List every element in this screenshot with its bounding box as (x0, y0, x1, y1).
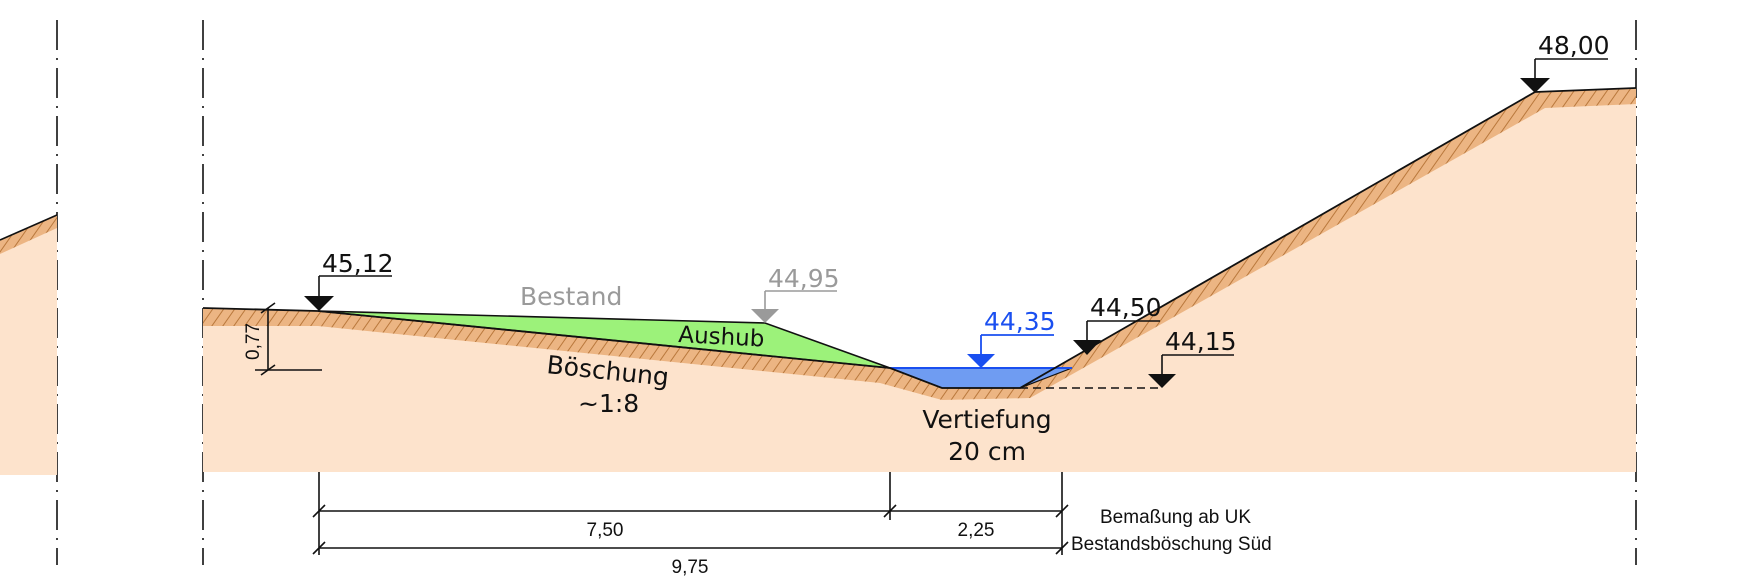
height-dim-tick-bottom (260, 364, 276, 376)
elevation-triangle (304, 296, 334, 311)
elevation-label-water: 44,35 (984, 307, 1056, 336)
dim-tick (883, 504, 897, 518)
note-line-1: Bemaßung ab UK (1100, 507, 1251, 528)
left-partial-ground-line (0, 214, 58, 241)
dim-tick (1055, 504, 1069, 518)
height-dimension (255, 302, 322, 376)
left-partial-section (0, 214, 58, 475)
deepening-label: Vertiefung (922, 405, 1051, 434)
elevation-marker-right-toe: 44,50 (1073, 293, 1162, 355)
elevation-triangle (751, 309, 779, 323)
dimension-label-d2: 2,25 (958, 520, 995, 541)
ground-hatch-band (203, 88, 1636, 400)
dimension-label-d1: 7,50 (587, 520, 624, 541)
elevation-marker-right-top: 48,00 (1520, 31, 1610, 93)
elevation-marker-bottom: 44,15 (1148, 327, 1237, 388)
note-line-2: Bestandsböschung Süd (1071, 534, 1272, 555)
elevation-marker-existing: 44,95 (751, 264, 840, 323)
horizontal-dimensions (312, 472, 1069, 555)
left-partial-hatch (0, 215, 57, 254)
elevation-label-right-toe: 44,50 (1090, 293, 1162, 322)
elevation-label-left-top: 45,12 (322, 249, 394, 278)
height-dimension-label: 0,77 (243, 323, 264, 360)
dim-tick (1055, 541, 1069, 555)
elevation-triangle (1073, 340, 1101, 355)
existing-label: Bestand (520, 282, 622, 311)
dimension-label-total: 9,75 (672, 557, 709, 578)
excavation-label: Aushub (678, 322, 765, 352)
dim-tick (312, 541, 326, 555)
elevation-triangle (1148, 374, 1176, 388)
elevation-marker-left-top: 45,12 (304, 249, 394, 311)
elevation-label-existing: 44,95 (768, 264, 840, 293)
elevation-triangle (967, 354, 995, 368)
elevation-triangle (1520, 78, 1550, 93)
elevation-label-bottom: 44,15 (1165, 327, 1237, 356)
left-partial-soil (0, 215, 57, 475)
soil-body (203, 88, 1636, 472)
slope-ratio-label: ~1:8 (578, 389, 639, 418)
dim-tick (312, 504, 326, 518)
elevation-marker-water: 44,35 (967, 307, 1056, 368)
height-dim-tick-top (260, 302, 276, 314)
deepening-depth-label: 20 cm (948, 437, 1026, 466)
elevation-label-right-top: 48,00 (1538, 31, 1610, 60)
